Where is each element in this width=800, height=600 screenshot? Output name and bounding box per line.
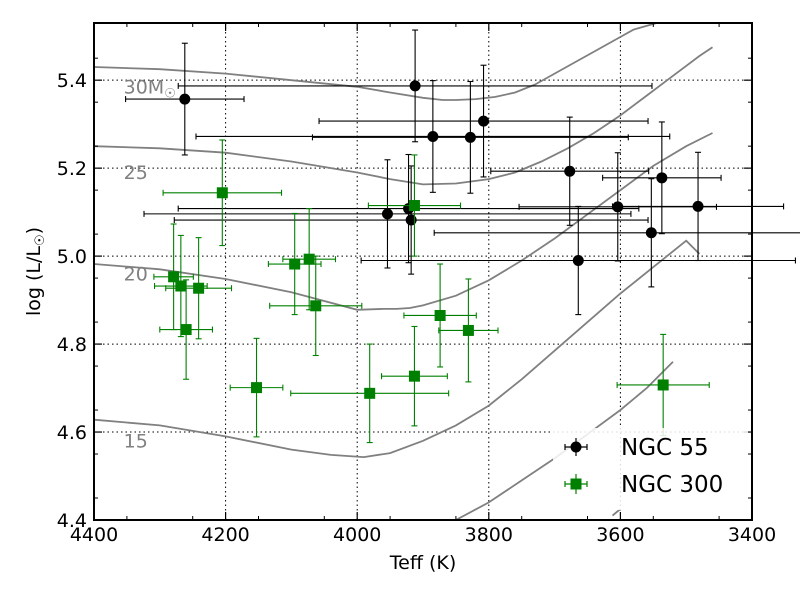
point-marker	[310, 300, 322, 312]
legend-entry-ngc55: NGC 55	[564, 435, 709, 461]
x-axis-label: Teff (K)	[389, 552, 456, 574]
legend: NGC 55 NGC 300	[553, 428, 748, 510]
y-axis-label-base: log (L/L	[23, 246, 45, 316]
data-point	[433, 178, 800, 288]
point-marker	[645, 227, 657, 239]
data-point	[360, 205, 796, 316]
x-tick-label: 4200	[201, 524, 249, 546]
data-point	[616, 333, 710, 437]
legend-label-ngc55: NGC 55	[621, 435, 709, 461]
data-point	[290, 343, 450, 444]
point-marker	[216, 187, 228, 199]
data-point	[611, 151, 785, 262]
plot-area-frame	[93, 22, 753, 521]
y-tick-label: 4.4	[57, 510, 87, 532]
point-marker	[434, 309, 446, 321]
series-ngc-300	[153, 139, 710, 444]
point-marker	[405, 214, 417, 226]
point-marker	[657, 379, 669, 391]
y-axis-label: log (L/L☉)	[23, 227, 48, 316]
legend-entry-ngc300: NGC 300	[564, 472, 723, 498]
point-marker	[478, 115, 490, 127]
y-tick-label: 4.6	[57, 422, 87, 444]
data-point	[269, 255, 363, 357]
track-line-15	[94, 239, 701, 459]
point-marker	[572, 255, 584, 267]
data-point	[403, 263, 477, 368]
x-tick-label: 3400	[728, 524, 776, 546]
y-tick-label: 5.2	[57, 158, 87, 180]
y-axis-label-close: )	[23, 227, 45, 234]
track-label-20: 20	[124, 263, 148, 285]
data-point	[318, 64, 649, 178]
y-tick-label: 4.8	[57, 334, 87, 356]
axis-ticks: 4400 4200 4000 3800 3600 3400 4.4 4.6 4.8 5.0 5.2 5…	[57, 23, 776, 546]
data-point	[602, 121, 722, 235]
legend-label-ngc300: NGC 300	[621, 472, 723, 498]
data-point	[282, 208, 337, 311]
point-marker	[180, 324, 192, 336]
track-label-text: 30M	[124, 76, 165, 98]
point-marker	[303, 253, 315, 265]
point-marker	[462, 324, 474, 336]
track-label-text: 20	[124, 263, 148, 285]
point-marker	[168, 271, 180, 283]
track-line-lowest	[611, 508, 621, 517]
legend-marker-ngc55	[570, 441, 582, 453]
data-point	[380, 325, 448, 427]
y-axis-label-sun-symbol: ☉	[33, 234, 48, 246]
x-tick-label: 3600	[596, 524, 644, 546]
track-label-15: 15	[124, 430, 148, 452]
x-tick-label: 4400	[70, 524, 118, 546]
point-marker	[464, 131, 476, 143]
track-label-30M: 30M☉	[124, 76, 176, 101]
data-point	[229, 337, 284, 438]
data-point	[438, 278, 499, 383]
point-marker	[381, 208, 393, 220]
point-marker	[289, 258, 301, 270]
data-point	[177, 29, 653, 143]
legend-box	[553, 428, 748, 510]
track-label-25: 25	[124, 162, 148, 184]
data-point	[159, 279, 213, 380]
track-label-sun-symbol: ☉	[164, 86, 176, 101]
point-marker	[179, 93, 191, 105]
data-point	[143, 159, 632, 269]
point-marker	[427, 130, 439, 142]
point-marker	[656, 172, 668, 184]
legend-marker-ngc300	[570, 478, 582, 490]
y-tick-label: 5.0	[57, 246, 87, 268]
track-label-text: 25	[124, 162, 148, 184]
track-line-25	[94, 46, 714, 186]
y-tick-label: 5.4	[57, 70, 87, 92]
data-point	[165, 237, 233, 340]
data-point	[162, 139, 283, 247]
point-marker	[409, 80, 421, 92]
data-series	[125, 29, 800, 444]
point-marker	[408, 200, 420, 212]
series-ngc-55	[125, 29, 800, 316]
track-line-20	[94, 132, 713, 311]
track-line-30M	[94, 23, 657, 101]
point-marker	[364, 387, 376, 399]
point-marker	[251, 382, 263, 394]
point-marker	[175, 280, 187, 292]
evolutionary-tracks: 30M☉ 25 20 15	[94, 23, 714, 520]
track-label-text: 15	[124, 430, 148, 452]
data-point	[311, 80, 629, 194]
data-point	[125, 42, 245, 156]
x-tick-label: 3800	[465, 524, 513, 546]
point-marker	[408, 370, 420, 382]
x-tick-label: 4000	[333, 524, 381, 546]
point-marker	[193, 282, 205, 294]
data-point	[195, 80, 671, 193]
point-marker	[692, 200, 704, 212]
data-point	[367, 154, 462, 257]
data-point	[153, 223, 194, 331]
point-marker	[564, 165, 576, 177]
